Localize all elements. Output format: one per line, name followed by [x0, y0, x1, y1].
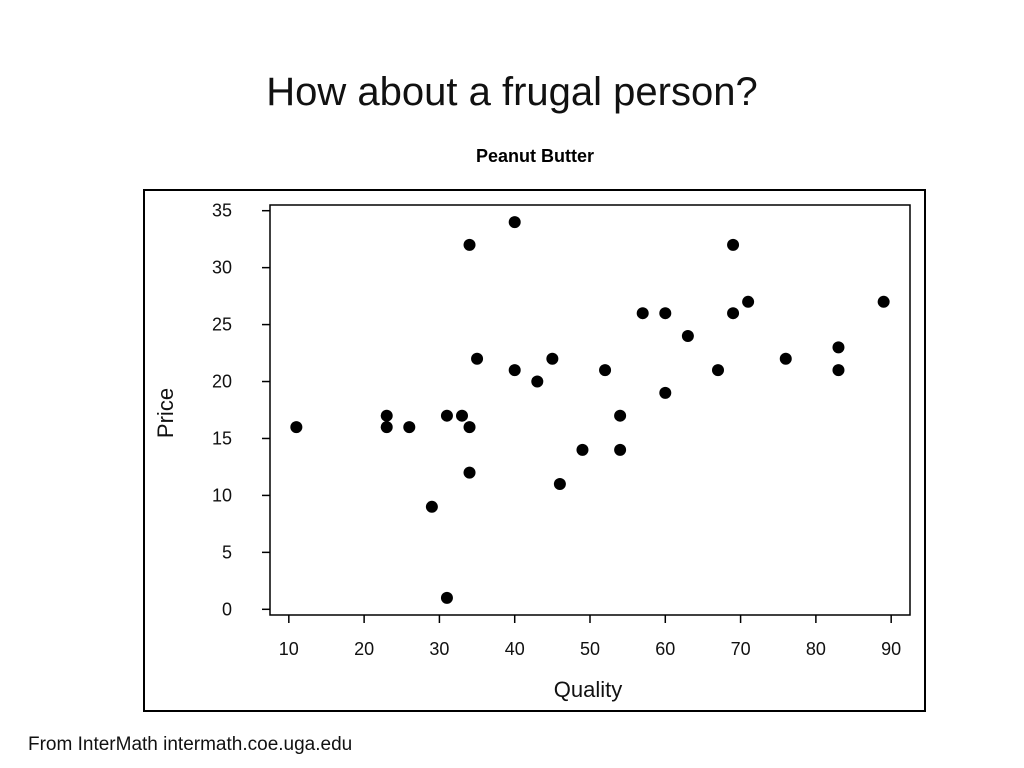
data-point: [636, 307, 649, 320]
source-footer: From InterMath intermath.coe.uga.edu: [28, 734, 353, 755]
slide-title: How about a frugal person?: [266, 70, 758, 114]
x-axis-ticks: 10 20 30 40 50 60 70 80 90: [279, 615, 901, 659]
y-tick-label: 0: [222, 599, 232, 619]
y-axis-ticks: 0 5 10 15 20 25 30 35: [212, 201, 270, 619]
data-point: [614, 443, 627, 456]
data-point: [742, 295, 755, 308]
x-tick-label: 50: [580, 639, 600, 659]
x-tick-label: 90: [881, 639, 901, 659]
scatter-points: [290, 216, 890, 604]
data-point: [440, 409, 453, 422]
data-point: [727, 238, 740, 251]
x-tick-label: 10: [279, 639, 299, 659]
data-point: [380, 421, 393, 434]
y-tick-label: 25: [212, 315, 232, 335]
x-tick-label: 70: [731, 639, 751, 659]
y-tick-label: 20: [212, 372, 232, 392]
y-tick-label: 30: [212, 258, 232, 278]
data-point: [712, 364, 724, 377]
data-point: [681, 329, 694, 342]
data-point: [877, 295, 890, 308]
data-point: [553, 478, 566, 491]
data-point: [546, 352, 559, 365]
x-tick-label: 60: [655, 639, 675, 659]
chart-title: Peanut Butter: [476, 146, 594, 166]
y-tick-label: 10: [212, 485, 232, 505]
data-point: [832, 341, 845, 354]
chart-frame: [143, 189, 926, 712]
data-point: [508, 216, 521, 229]
y-tick-label: 15: [212, 428, 232, 448]
data-point: [576, 443, 589, 456]
data-point: [832, 364, 845, 377]
data-point: [403, 421, 416, 434]
y-axis-label: Price: [153, 388, 178, 438]
data-point: [508, 364, 521, 377]
data-point: [380, 409, 393, 422]
data-point: [531, 375, 544, 388]
x-tick-label: 80: [806, 639, 826, 659]
x-tick-label: 20: [354, 639, 374, 659]
data-point: [463, 238, 476, 251]
data-point: [599, 364, 612, 377]
data-point: [463, 421, 476, 434]
x-axis-label: Quality: [554, 677, 622, 702]
data-point: [471, 352, 484, 365]
data-point: [425, 500, 438, 513]
data-point: [290, 421, 303, 434]
data-point: [779, 352, 792, 365]
y-tick-label: 35: [212, 201, 232, 221]
data-point: [440, 591, 453, 604]
data-point: [727, 307, 740, 320]
data-point: [614, 409, 627, 422]
x-tick-label: 30: [429, 639, 449, 659]
y-tick-label: 5: [222, 542, 232, 562]
data-point: [456, 409, 468, 422]
x-tick-label: 40: [505, 639, 525, 659]
data-point: [659, 386, 672, 399]
data-point: [463, 466, 476, 479]
data-point: [659, 307, 672, 320]
